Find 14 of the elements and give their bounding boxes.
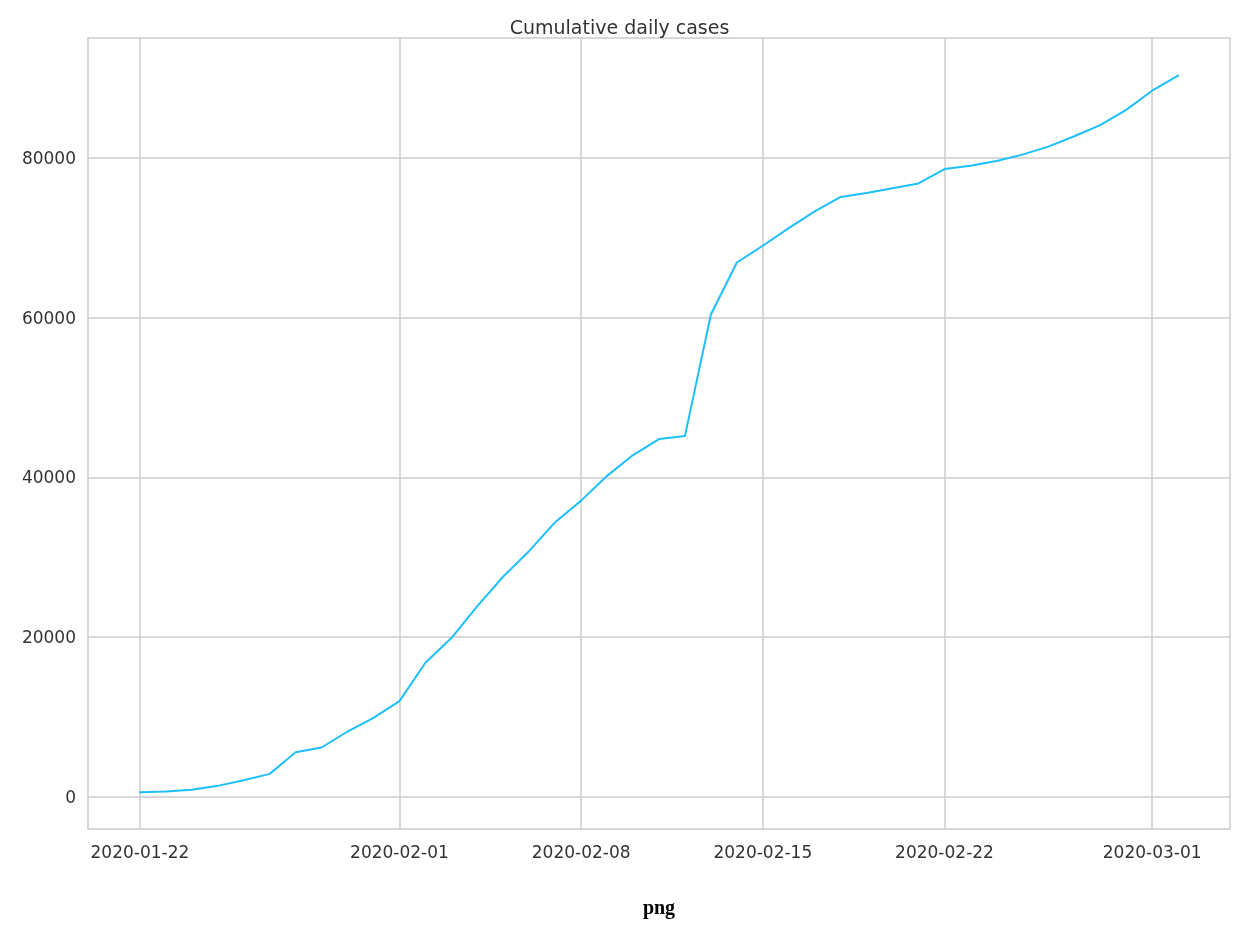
y-tick-label: 60000 xyxy=(21,307,76,328)
y-tick-label: 0 xyxy=(65,787,76,808)
y-tick-label: 40000 xyxy=(21,467,76,488)
x-tick-label: 2020-02-08 xyxy=(531,841,631,862)
x-axis-title: png xyxy=(642,896,676,919)
y-tick-label: 80000 xyxy=(21,147,76,168)
x-tick-label: 2020-01-22 xyxy=(90,841,190,862)
x-tick-label: 2020-03-01 xyxy=(1102,841,1202,862)
chart-title: Cumulative daily cases xyxy=(509,15,730,38)
x-tick-label: 2020-02-01 xyxy=(350,841,449,862)
line-series xyxy=(138,74,1180,794)
x-tick-label: 2020-02-22 xyxy=(895,841,994,862)
x-tick-label: 2020-02-15 xyxy=(713,841,813,862)
y-tick-label: 20000 xyxy=(21,627,76,648)
